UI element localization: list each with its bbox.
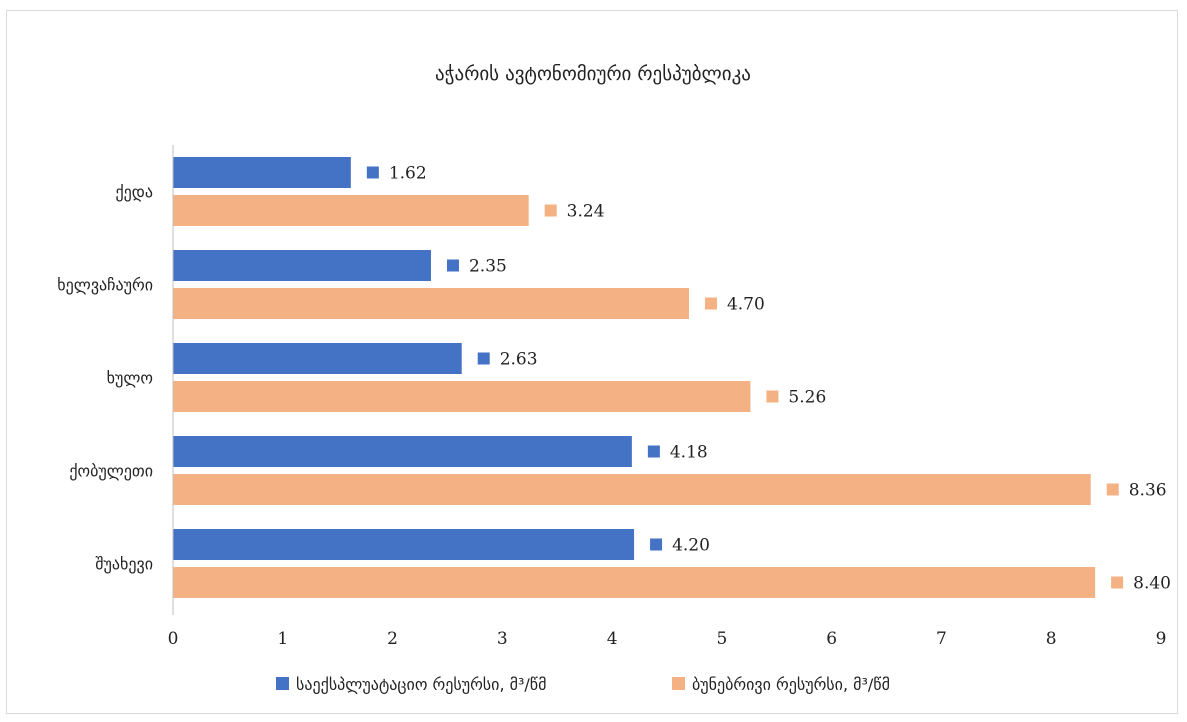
data-label: 1.62	[389, 164, 427, 184]
category-label: ხელვაჩაური	[57, 276, 153, 295]
chart-title: აჭარის ავტონომიური რესპუბლიკა	[435, 63, 751, 85]
x-tick-label: 0	[168, 629, 179, 649]
data-label-key	[1111, 577, 1123, 589]
data-label-key	[705, 298, 717, 310]
bar-series-2	[173, 195, 529, 226]
data-label: 2.35	[469, 257, 507, 277]
x-tick-label: 6	[826, 629, 837, 649]
data-label: 4.70	[727, 295, 765, 315]
bar-series-1	[173, 250, 431, 281]
legend-swatch	[276, 677, 289, 690]
x-tick-label: 5	[716, 629, 727, 649]
data-label: 8.40	[1133, 574, 1171, 594]
bar-series-1	[173, 157, 351, 188]
data-label: 4.18	[670, 443, 708, 463]
legend: საექსპლუატაციო რესურსი, მ³/წმ ბუნებრივი რ…	[276, 675, 890, 694]
bar-series-2	[173, 288, 689, 319]
category-label: შუახევი	[95, 555, 153, 574]
data-label: 2.63	[500, 350, 538, 370]
bar-series-1	[173, 343, 462, 374]
legend-swatch	[672, 677, 685, 690]
bar-series-1	[173, 436, 632, 467]
plot-area: ქედა 1.62 3.24 ხელვაჩაური 2.35 4.70 ხულო 2.63 5.…	[57, 157, 1171, 598]
category-label: ქობულეთი	[69, 462, 153, 481]
data-label-key	[766, 391, 778, 403]
data-label-key	[447, 260, 459, 272]
data-label-key	[648, 446, 660, 458]
category-label: ქედა	[115, 183, 153, 202]
data-label: 5.26	[788, 388, 826, 408]
bar-series-2	[173, 474, 1091, 505]
bar-series-1	[173, 529, 634, 560]
data-label: 4.20	[672, 536, 710, 556]
data-label-key	[367, 167, 379, 179]
bar-series-2	[173, 381, 750, 412]
x-tick-label: 4	[607, 629, 618, 649]
x-tick-label: 7	[936, 629, 947, 649]
legend-entry: საექსპლუატაციო რესურსი, მ³/წმ	[296, 675, 546, 694]
data-label: 3.24	[567, 202, 605, 222]
data-label-key	[1107, 484, 1119, 496]
x-tick-label: 8	[1046, 629, 1057, 649]
category-label: ხულო	[107, 369, 153, 388]
data-label: 8.36	[1129, 481, 1167, 501]
data-label-key	[650, 539, 662, 551]
data-label-key	[545, 205, 557, 217]
x-tick-label: 2	[387, 629, 398, 649]
data-label-key	[478, 353, 490, 365]
x-tick-label: 1	[277, 629, 288, 649]
x-tick-label: 9	[1156, 629, 1167, 649]
legend-entry: ბუნებრივი რესურსი, მ³/წმ	[692, 675, 890, 694]
bar-series-2	[173, 567, 1095, 598]
x-tick-label: 3	[497, 629, 508, 649]
